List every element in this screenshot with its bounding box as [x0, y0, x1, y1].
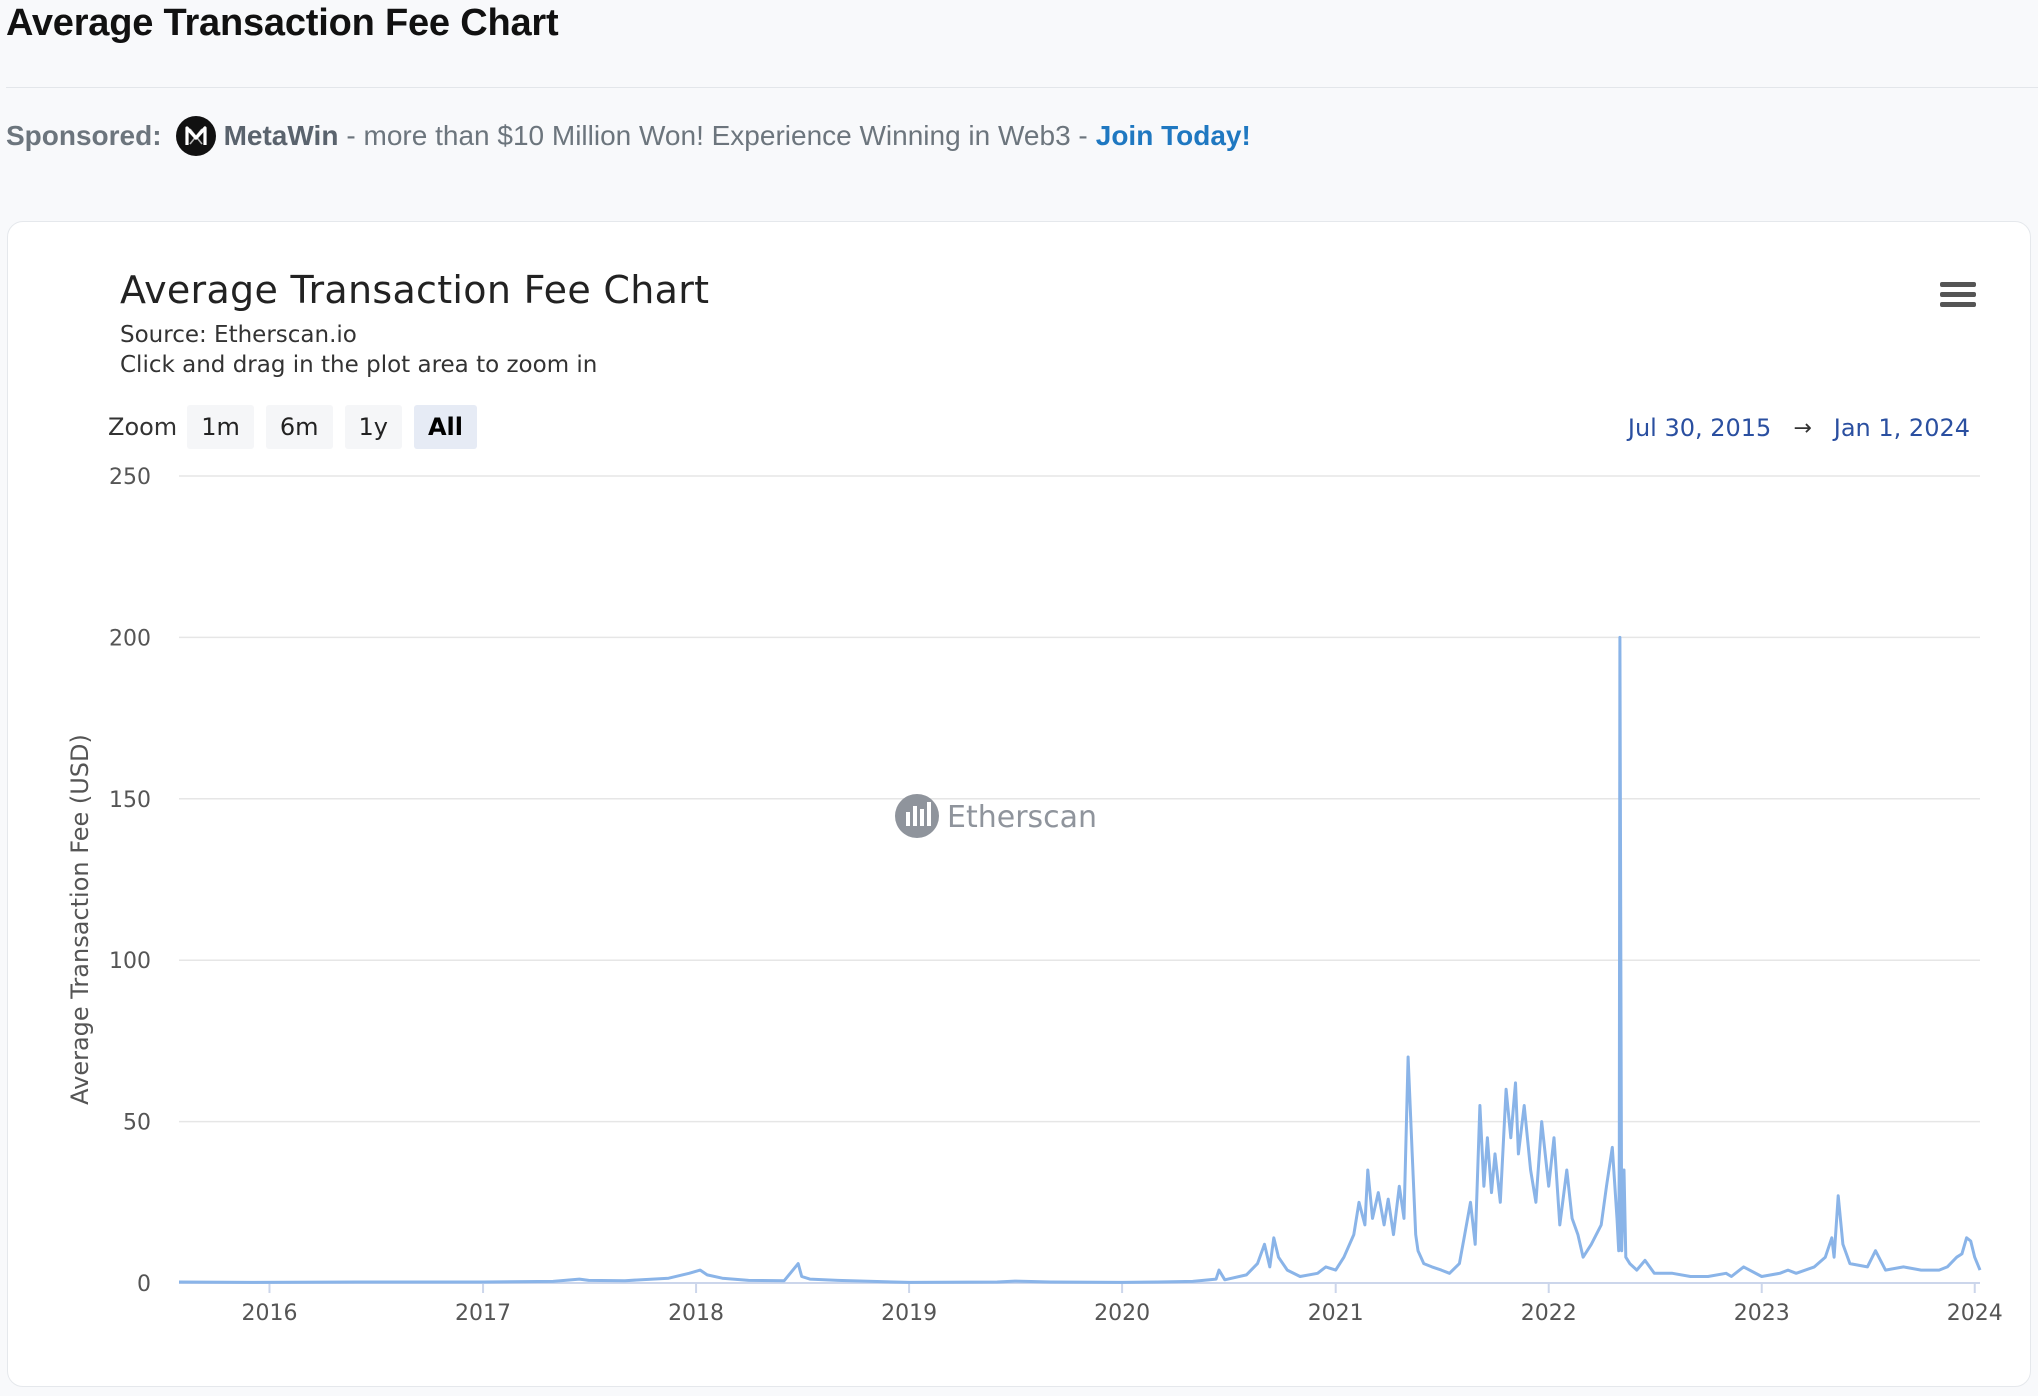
series-line[interactable]	[178, 635, 1982, 1284]
y-tick-label: 200	[109, 626, 151, 651]
zoom-1m-button[interactable]: 1m	[187, 405, 254, 449]
y-tick-label: 100	[109, 949, 151, 974]
metawin-logo-icon[interactable]	[175, 116, 216, 156]
sponsored-banner: Sponsored: MetaWin - more than $10 Milli…	[6, 112, 1251, 160]
range-from-input[interactable]: Jul 30, 2015	[1627, 414, 1772, 442]
x-tick-label: 2022	[1521, 1301, 1577, 1326]
x-tick-label: 2024	[1947, 1301, 2003, 1326]
chart-source: Source: Etherscan.io	[120, 322, 357, 348]
watermark-text: Etherscan	[947, 800, 1097, 835]
chart-zoom-hint: Click and drag in the plot area to zoom …	[120, 352, 598, 378]
sponsored-label: Sponsored:	[6, 120, 162, 151]
zoom-label: Zoom	[108, 413, 178, 441]
y-tick-label: 250	[109, 465, 151, 490]
sponsor-brand-link[interactable]: MetaWin	[223, 120, 339, 151]
y-tick-label: 150	[109, 788, 151, 813]
x-tick-label: 2021	[1308, 1301, 1364, 1326]
header-divider	[6, 87, 2038, 88]
join-today-link[interactable]: Join Today!	[1095, 120, 1251, 151]
y-axis-label: Average Transaction Fee (USD)	[66, 734, 94, 1105]
x-tick-label: 2019	[881, 1301, 937, 1326]
x-tick-label: 2023	[1734, 1301, 1790, 1326]
hamburger-menu-icon[interactable]	[1940, 282, 1976, 312]
range-to-input[interactable]: Jan 1, 2024	[1833, 414, 1970, 442]
chart-title: Average Transaction Fee Chart	[120, 268, 710, 312]
y-tick-label: 50	[123, 1111, 151, 1136]
etherscan-watermark: Etherscan	[895, 794, 1097, 838]
zoom-6m-button[interactable]: 6m	[265, 405, 333, 449]
date-range-selector: Jul 30, 2015 → Jan 1, 2024	[1628, 410, 1970, 446]
x-tick-label: 2016	[241, 1301, 297, 1326]
zoom-all-button[interactable]: All	[413, 405, 478, 449]
x-tick-label: 2018	[668, 1301, 724, 1326]
range-arrow-icon: →	[1793, 415, 1812, 441]
sponsor-text: - more than $10 Million Won! Experience …	[346, 120, 1088, 151]
x-tick-label: 2017	[455, 1301, 511, 1326]
y-tick-label: 0	[137, 1272, 151, 1297]
x-tick-label: 2020	[1094, 1301, 1150, 1326]
zoom-1y-button[interactable]: 1y	[344, 405, 402, 449]
zoom-controls: Zoom 1m 6m 1y All	[108, 405, 489, 449]
chart-card	[7, 221, 2031, 1387]
page-title: Average Transaction Fee Chart	[6, 2, 559, 44]
